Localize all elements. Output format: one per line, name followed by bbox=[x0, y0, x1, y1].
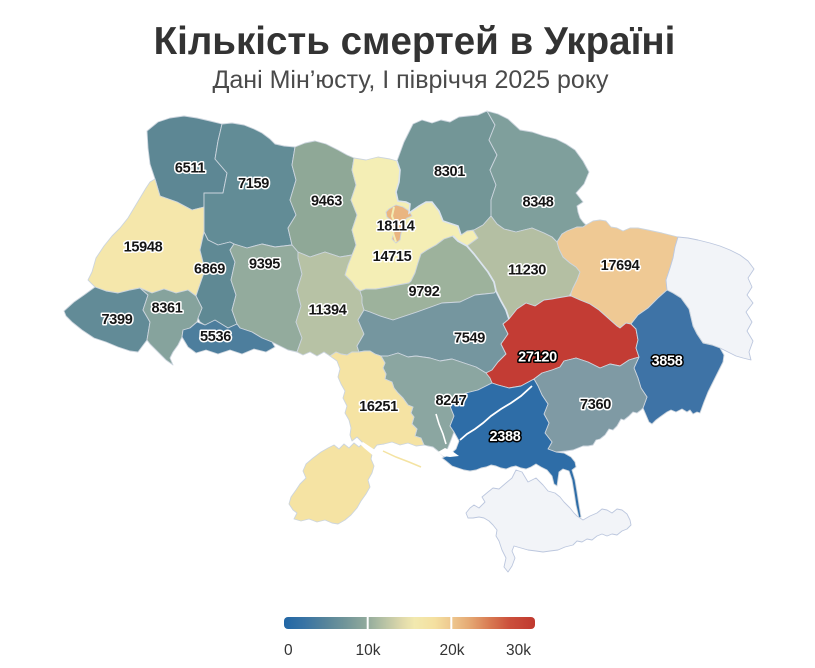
svg-text:17694: 17694 bbox=[601, 258, 640, 274]
svg-text:11394: 11394 bbox=[308, 303, 346, 319]
svg-text:8301: 8301 bbox=[434, 164, 465, 180]
svg-text:16251: 16251 bbox=[359, 399, 398, 415]
svg-text:6869: 6869 bbox=[194, 262, 225, 278]
svg-text:18114: 18114 bbox=[376, 219, 414, 235]
svg-text:10k: 10k bbox=[356, 642, 381, 659]
svg-text:27120: 27120 bbox=[518, 350, 557, 366]
svg-text:8348: 8348 bbox=[522, 195, 553, 211]
svg-text:9792: 9792 bbox=[408, 284, 439, 300]
svg-text:6511: 6511 bbox=[175, 161, 205, 177]
svg-text:15948: 15948 bbox=[124, 240, 163, 256]
svg-text:9463: 9463 bbox=[311, 194, 342, 210]
svg-text:7399: 7399 bbox=[101, 312, 132, 328]
svg-text:5536: 5536 bbox=[200, 329, 231, 345]
svg-text:7159: 7159 bbox=[238, 176, 269, 192]
svg-text:20k: 20k bbox=[440, 642, 465, 659]
svg-text:30k: 30k bbox=[506, 642, 531, 659]
svg-text:2388: 2388 bbox=[489, 429, 520, 445]
svg-text:8247: 8247 bbox=[435, 393, 466, 409]
svg-text:7360: 7360 bbox=[580, 397, 611, 413]
svg-text:8361: 8361 bbox=[151, 301, 182, 317]
svg-text:9395: 9395 bbox=[249, 257, 280, 273]
svg-text:3858: 3858 bbox=[651, 354, 682, 370]
svg-text:14715: 14715 bbox=[373, 249, 412, 265]
svg-text:0: 0 bbox=[284, 642, 293, 659]
svg-text:7549: 7549 bbox=[454, 331, 485, 347]
svg-text:11230: 11230 bbox=[508, 263, 546, 279]
